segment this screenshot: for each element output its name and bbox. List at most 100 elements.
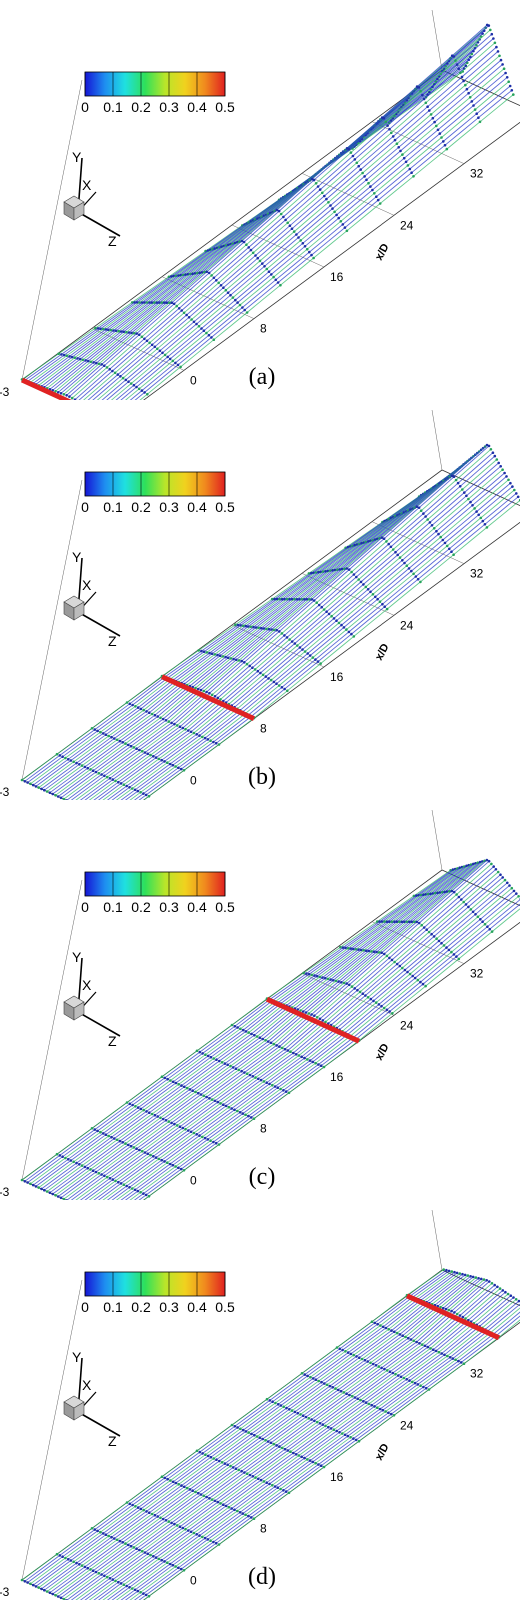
streamline-marker <box>284 1090 288 1093</box>
streamline-marker <box>441 538 445 542</box>
streamline-marker <box>175 724 179 727</box>
streamline-marker <box>510 886 514 890</box>
streamline-marker <box>430 524 434 527</box>
streamline-marker <box>357 164 361 168</box>
streamline-marker <box>429 113 433 116</box>
streamline-marker <box>31 1583 35 1587</box>
streamline-marker <box>169 1479 172 1482</box>
z-tick-label: -3 <box>0 1185 10 1199</box>
streamline-marker <box>128 786 131 789</box>
streamline-marker <box>355 1355 358 1358</box>
streamline-marker <box>184 1527 187 1531</box>
streamline-marker <box>406 970 409 974</box>
streamline-marker <box>512 1296 515 1299</box>
streamline-marker <box>140 1149 144 1153</box>
streamline-marker <box>259 1078 263 1082</box>
streamline-marker <box>288 597 291 601</box>
streamline-marker <box>78 1563 81 1566</box>
streamline-marker <box>187 1129 190 1132</box>
streamline-marker <box>252 1117 256 1120</box>
streamline-marker <box>423 1344 427 1348</box>
streamline-marker <box>420 1343 424 1346</box>
x-tick-label: 24 <box>400 1018 414 1032</box>
streamline-marker <box>101 1132 105 1135</box>
streamline-marker <box>346 1351 350 1354</box>
streamline-marker <box>346 1434 350 1438</box>
streamline-marker <box>251 251 255 255</box>
streamline-marker <box>335 213 338 217</box>
streamline-marker <box>486 925 489 928</box>
streamline-marker <box>168 762 172 766</box>
streamline-marker <box>94 326 97 330</box>
streamline-marker <box>513 488 516 492</box>
streamline-marker <box>349 1352 353 1356</box>
streamline-marker <box>148 1111 151 1114</box>
streamline-marker <box>206 1054 210 1058</box>
streamline-marker <box>178 1525 182 1528</box>
colorbar-tick-label: 0.1 <box>103 899 123 915</box>
streamline-marker <box>321 976 324 979</box>
streamline-marker <box>469 500 472 504</box>
streamline-marker <box>337 216 341 220</box>
streamline-marker <box>138 1548 141 1552</box>
colorbar-gradient <box>84 71 226 97</box>
streamline-marker <box>171 763 175 767</box>
streamline-marker <box>361 992 365 995</box>
streamline-marker <box>218 1059 221 1063</box>
streamline-marker <box>345 1392 348 1395</box>
streamline-marker <box>75 761 78 765</box>
streamline-marker <box>325 197 328 201</box>
streamline-marker <box>349 1436 352 1439</box>
streamline-marker <box>301 1414 305 1417</box>
streamline-marker <box>96 327 100 330</box>
streamline-marker <box>312 599 316 602</box>
streamline-marker <box>62 797 66 800</box>
streamline-marker <box>314 1461 317 1465</box>
streamline-marker <box>314 182 318 185</box>
streamline-marker <box>389 1412 393 1416</box>
streamline-marker <box>254 1076 257 1079</box>
streamline-marker <box>393 960 396 964</box>
streamline-marker <box>468 96 472 99</box>
streamline-marker <box>334 1387 337 1390</box>
streamline-marker <box>233 1025 237 1028</box>
streamline-marker <box>385 1369 389 1372</box>
streamline-marker <box>458 1272 462 1275</box>
streamline-marker <box>265 1397 269 1401</box>
streamline-marker <box>394 550 397 554</box>
streamline-marker <box>347 147 351 151</box>
streamline-marker <box>512 93 515 96</box>
streamline-marker <box>337 980 340 983</box>
streamline-marker <box>345 628 348 631</box>
streamline-marker <box>136 706 140 709</box>
x-tick-label: 32 <box>470 967 484 981</box>
streamline-marker <box>381 602 384 606</box>
streamline-marker <box>161 1517 165 1521</box>
streamline-marker <box>196 1091 200 1095</box>
streamline-marker <box>308 1059 312 1062</box>
streamline-marker <box>234 1067 238 1070</box>
streamline-marker <box>314 1378 318 1381</box>
streamline-marker <box>243 308 246 312</box>
streamline-marker <box>440 1352 444 1355</box>
streamline-marker <box>132 746 136 749</box>
streamline-marker <box>249 1116 253 1119</box>
streamline-marker <box>195 1533 198 1536</box>
x-axis: 0816243240x/D <box>190 567 484 788</box>
streamline-marker <box>70 396 74 400</box>
streamline-marker <box>318 975 322 979</box>
streamline-marker <box>276 1403 280 1406</box>
streamline-marker <box>510 89 514 92</box>
x-tick-label: 32 <box>470 1367 484 1381</box>
streamline-marker <box>55 752 59 756</box>
streamline-marker <box>387 1411 390 1415</box>
streamline-marker <box>124 742 127 745</box>
streamline-marker <box>113 371 117 375</box>
streamline-marker <box>75 1561 78 1565</box>
streamline-marker <box>285 636 289 639</box>
streamline-marker <box>113 1137 116 1140</box>
colorbar-tick-label: 0 <box>81 1299 89 1315</box>
streamline-marker <box>419 89 422 93</box>
streamline-marker <box>318 1422 322 1425</box>
streamline-marker <box>73 398 77 400</box>
